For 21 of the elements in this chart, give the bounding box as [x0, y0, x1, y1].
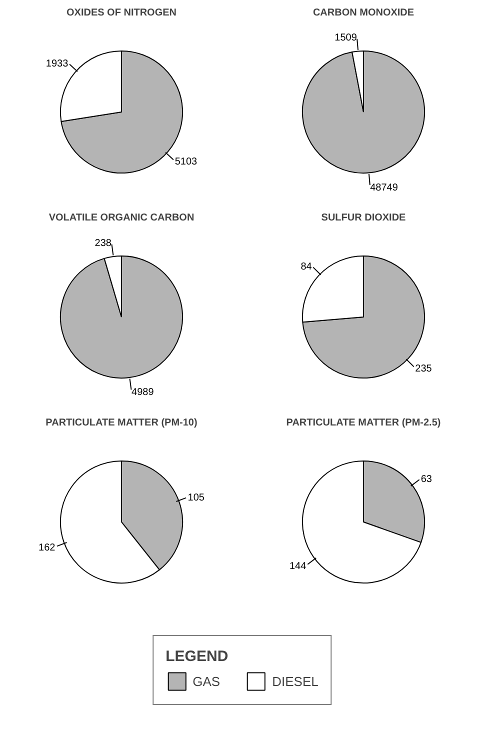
chart-title: PARTICULATE MATTER (PM-10) — [46, 418, 198, 428]
data-label: 84 — [300, 261, 312, 272]
chart-title: VOLATILE ORGANIC CARBON — [48, 212, 194, 224]
data-label: 162 — [38, 542, 56, 554]
data-label: 4989 — [132, 387, 154, 398]
data-label: 63 — [420, 474, 432, 486]
data-label: 1933 — [46, 58, 69, 70]
legend-label: DIESEL — [272, 674, 318, 688]
data-label: 48749 — [370, 182, 398, 194]
data-label: 5103 — [174, 156, 198, 168]
chart-title: PARTICULATE MATTER (PM-2.5) — [286, 418, 441, 428]
chart-title: OXIDES OF NITROGEN — [66, 8, 177, 18]
legend-label: GAS — [192, 674, 220, 688]
data-label: 235 — [415, 364, 432, 375]
chart-title: CARBON MONOXIDE — [312, 8, 414, 18]
chart-title: SULFUR DIOXIDE — [321, 212, 406, 224]
legend-title: LEGEND — [166, 648, 230, 665]
data-label: 238 — [94, 238, 112, 249]
data-label: 1509 — [334, 32, 358, 44]
data-label: 105 — [188, 492, 205, 504]
data-label: 144 — [289, 560, 307, 572]
